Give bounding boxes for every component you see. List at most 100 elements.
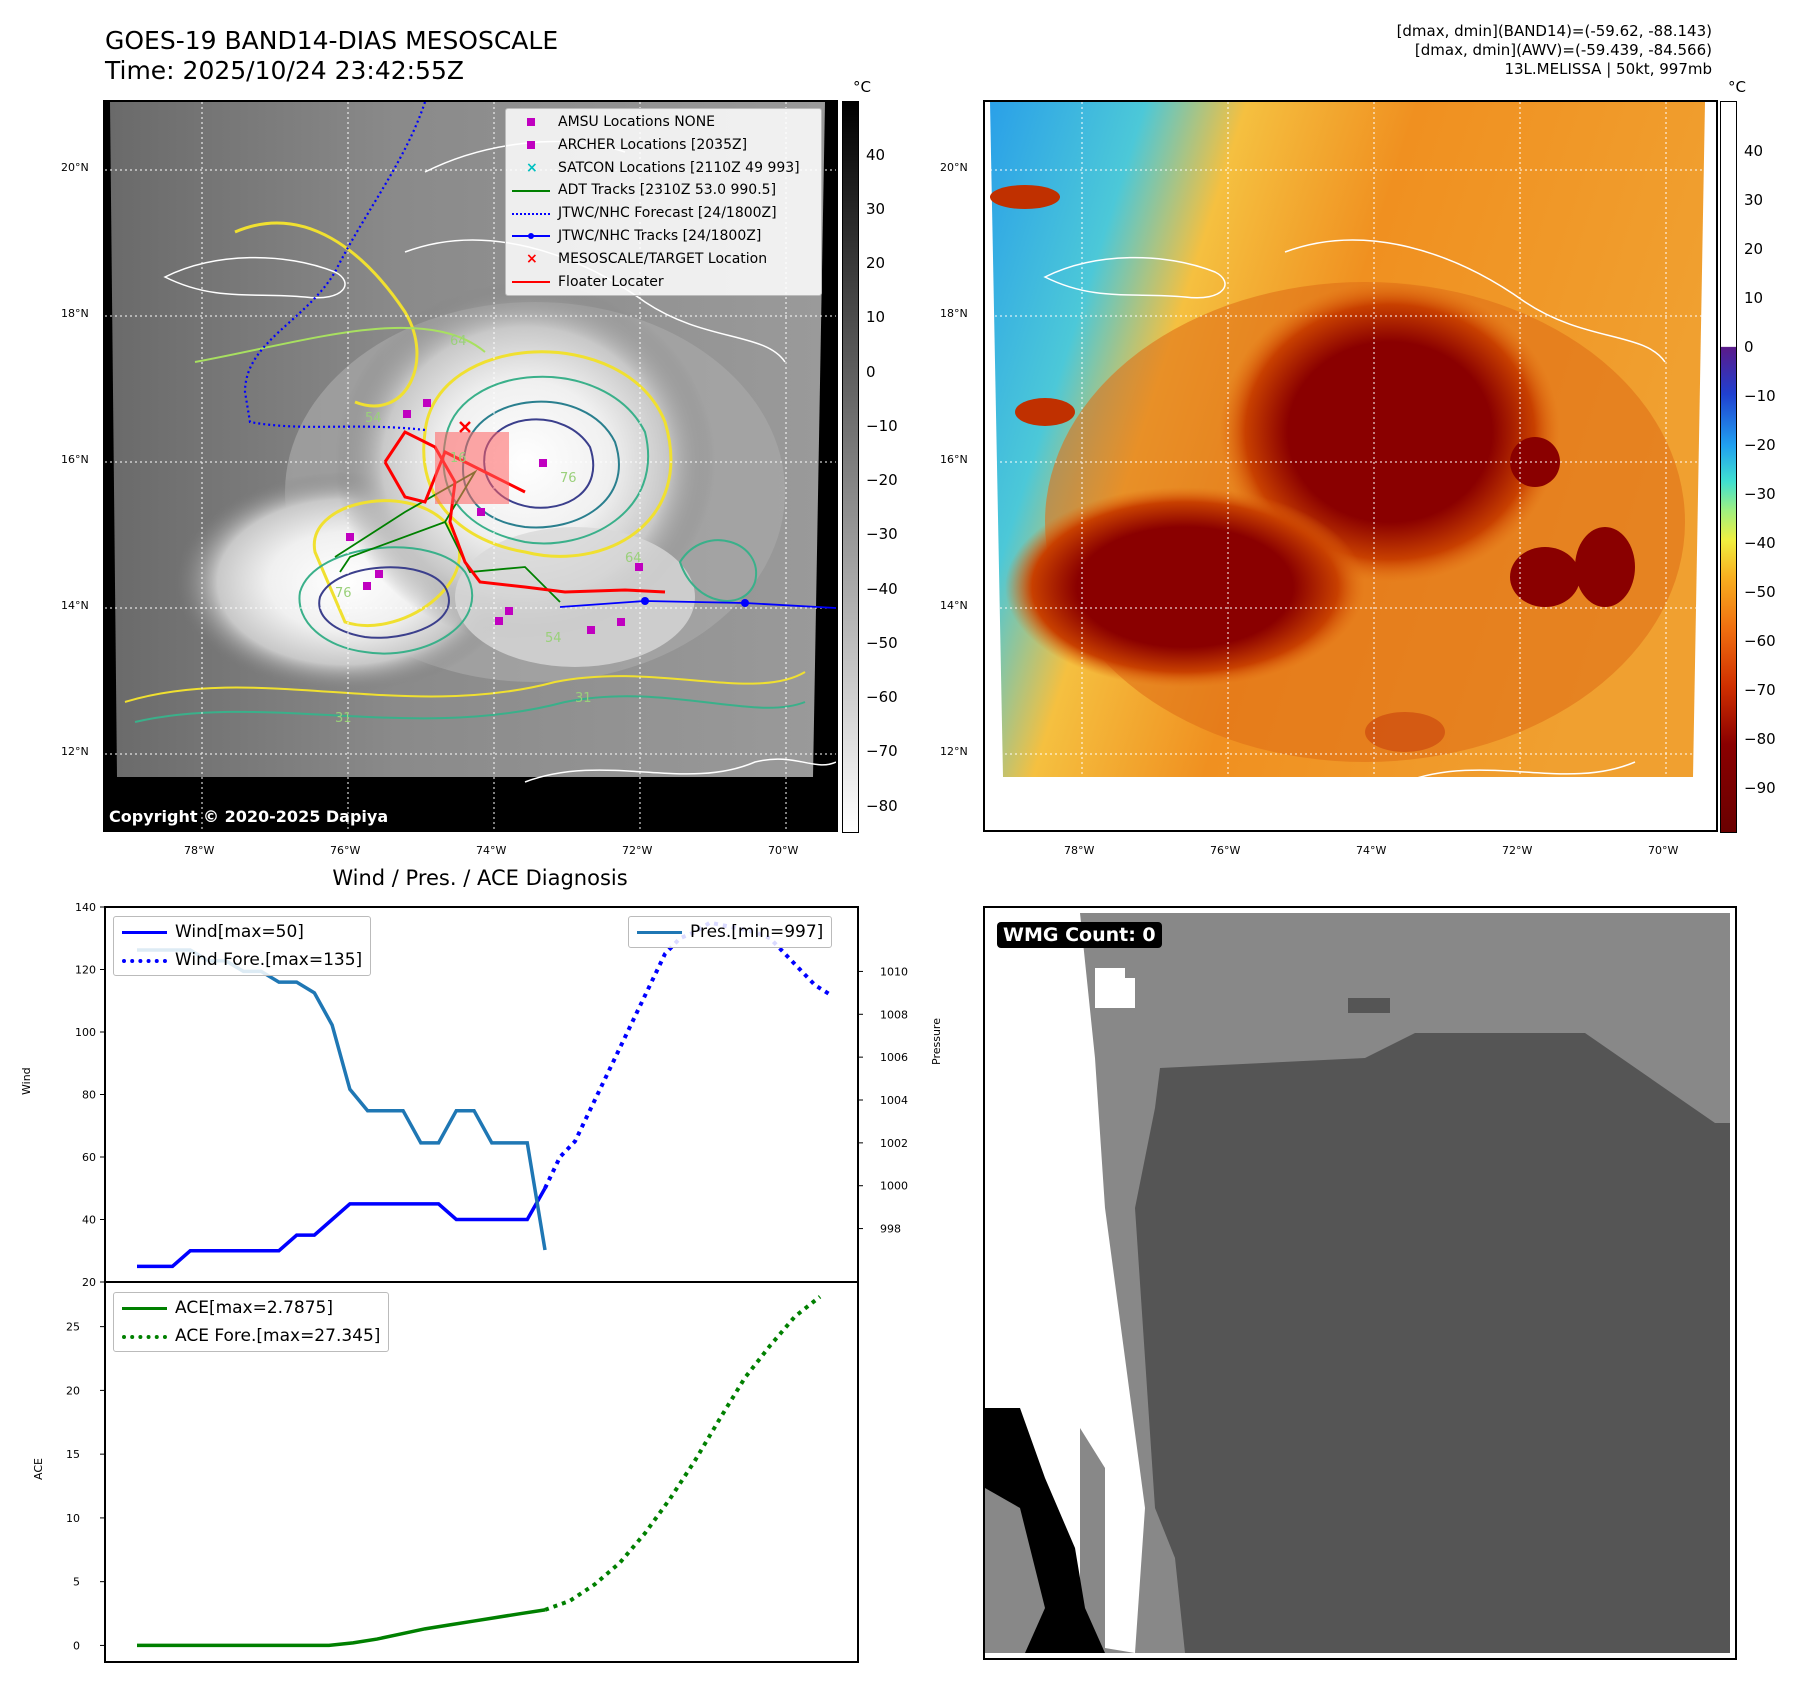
color-cb-tick-40: 40: [1744, 142, 1764, 160]
diagnosis-title: Wind / Pres. / ACE Diagnosis: [332, 866, 628, 890]
svg-text:76: 76: [560, 471, 577, 486]
legend-item-amsu: AMSU Locations NONE: [512, 111, 815, 134]
ace-ytick-label: 25: [66, 1321, 80, 1334]
legend-wind: Wind[max=50]: [122, 918, 362, 946]
wind-legend: Wind[max=50] Wind Fore.[max=135]: [113, 916, 372, 976]
wind-ytick-label: 80: [82, 1089, 96, 1102]
gray-cb-tick-m30: −30: [866, 525, 898, 543]
pressure-legend: Pres.[min=997]: [628, 916, 833, 948]
gray-cb-tick-0: 0: [866, 363, 876, 381]
ace-legend: ACE[max=2.7875] ACE Fore.[max=27.345]: [113, 1292, 390, 1352]
info-block: [dmax, dmin](BAND14)=(-59.62, -88.143) […: [1397, 22, 1712, 79]
color-lon-tick-70w: 70°W: [1648, 844, 1679, 857]
page-title: GOES-19 BAND14-DIAS MESOSCALE Time: 2025…: [105, 26, 558, 86]
pressure-series-line: [137, 948, 547, 1251]
lat-tick-20n: 20°N: [61, 161, 89, 174]
wind-ytick-label: 40: [82, 1214, 96, 1227]
gray-cb-tick-30: 30: [866, 200, 886, 218]
ace-ytick-label: 5: [73, 1576, 80, 1589]
color-cb-tick-m30: −30: [1744, 485, 1776, 503]
lon-tick-76w: 76°W: [330, 844, 361, 857]
ace-ytick-label: 15: [66, 1448, 80, 1461]
legend-item-archer: ARCHER Locations [2035Z]: [512, 134, 815, 157]
svg-text:31: 31: [335, 711, 352, 726]
svg-text:16: 16: [450, 451, 467, 466]
legend-ace-forecast: ACE Fore.[max=27.345]: [122, 1322, 380, 1350]
color-cb-tick-10: 10: [1744, 289, 1764, 307]
lon-tick-74w: 74°W: [476, 844, 507, 857]
wmg-panel: WMG Count: 0: [983, 906, 1737, 1660]
title-line-2: Time: 2025/10/24 23:42:55Z: [105, 56, 464, 85]
color-cb-tick-20: 20: [1744, 240, 1764, 258]
ace-forecast-line: [544, 1295, 822, 1612]
svg-text:54: 54: [545, 631, 562, 646]
pressure-ytick-label: 1006: [880, 1051, 908, 1064]
wind-ytick-label: 100: [75, 1026, 96, 1039]
color-cb-tick-m80: −80: [1744, 730, 1776, 748]
wind-series-line: [137, 1187, 547, 1269]
color-cb-tick-m10: −10: [1744, 387, 1776, 405]
lat-tick-16n: 16°N: [61, 453, 89, 466]
wind-ytick-label: 60: [82, 1151, 96, 1164]
pressure-ytick-label: 1002: [880, 1137, 908, 1150]
ace-chart: 25 20 15 10 5 0: [66, 1281, 859, 1663]
info-line-2: [dmax, dmin](AWV)=(-59.439, -84.566): [1414, 41, 1712, 59]
gray-cb-tick-m40: −40: [866, 580, 898, 598]
legend-item-adt: ADT Tracks [2310Z 53.0 990.5]: [512, 179, 815, 202]
pressure-ytick-label: 1000: [880, 1180, 908, 1193]
lat-tick-12n: 12°N: [61, 745, 89, 758]
legend-ace: ACE[max=2.7875]: [122, 1294, 380, 1322]
svg-text:76: 76: [335, 586, 352, 601]
gray-colorbar-unit: °C: [853, 78, 871, 96]
lat-tick-18n: 18°N: [61, 307, 89, 320]
pressure-ytick-label: 998: [880, 1223, 901, 1236]
wind-ytick-label: 140: [75, 901, 96, 914]
lon-tick-78w: 78°W: [184, 844, 215, 857]
color-cb-tick-m50: −50: [1744, 583, 1776, 601]
legend-pressure: Pres.[min=997]: [637, 918, 823, 946]
svg-text:64: 64: [625, 551, 642, 566]
info-line-1: [dmax, dmin](BAND14)=(-59.62, -88.143): [1396, 22, 1712, 40]
gray-cb-tick-m80: −80: [866, 797, 898, 815]
color-colorbar-unit: °C: [1728, 78, 1746, 96]
legend-item-satcon: × SATCON Locations [2110Z 49 993]: [526, 159, 800, 176]
wind-forecast-line: [543, 920, 832, 1190]
color-lon-tick-78w: 78°W: [1064, 844, 1095, 857]
legend-item-forecast: JTWC/NHC Forecast [24/1800Z]: [512, 202, 815, 225]
gray-cb-tick-10: 10: [866, 308, 886, 326]
color-map-gridlines: [985, 102, 1716, 830]
legend-item-floater: Floater Locater: [512, 271, 815, 294]
svg-text:54: 54: [365, 411, 382, 426]
ir-color-map-image: [985, 102, 1716, 830]
color-cb-tick-m90: −90: [1744, 779, 1776, 797]
legend-item-mesoscale: × MESOSCALE/TARGET Location: [526, 250, 768, 268]
gray-cb-tick-m20: −20: [866, 471, 898, 489]
gray-cb-tick-m10: −10: [866, 417, 898, 435]
ace-series-line: [137, 1608, 546, 1648]
lon-tick-70w: 70°W: [768, 844, 799, 857]
wmg-image: [985, 913, 1730, 1653]
svg-text:64: 64: [450, 334, 467, 349]
legend-item-tracks: JTWC/NHC Tracks [24/1800Z]: [512, 225, 815, 248]
wind-ytick-label: 20: [82, 1276, 96, 1289]
svg-text:31: 31: [575, 691, 592, 706]
color-cb-tick-m20: −20: [1744, 436, 1776, 454]
ir-grayscale-map: 64 54 76 76 64 54 31 31 16 AMSU Locations NONE…: [103, 100, 838, 832]
ace-ytick-label: 20: [66, 1384, 80, 1397]
ace-chart-frame: [104, 1281, 859, 1663]
lon-tick-72w: 72°W: [622, 844, 653, 857]
title-line-1: GOES-19 BAND14-DIAS MESOSCALE: [105, 26, 559, 55]
color-lat-tick-16n: 16°N: [940, 453, 968, 466]
color-lon-tick-74w: 74°W: [1356, 844, 1387, 857]
legend-wind-forecast: Wind Fore.[max=135]: [122, 946, 362, 974]
color-cb-tick-m70: −70: [1744, 681, 1776, 699]
color-cb-tick-0: 0: [1744, 338, 1754, 356]
gray-cb-tick-m70: −70: [866, 742, 898, 760]
wind-ytick-label: 120: [75, 964, 96, 977]
ace-ytick-label: 0: [73, 1639, 80, 1652]
color-cb-tick-m60: −60: [1744, 632, 1776, 650]
gray-cb-tick-m50: −50: [866, 634, 898, 652]
copyright-text: Copyright © 2020-2025 Dapiya: [109, 807, 389, 826]
color-lat-tick-14n: 14°N: [940, 599, 968, 612]
color-colorbar: [1720, 101, 1737, 833]
